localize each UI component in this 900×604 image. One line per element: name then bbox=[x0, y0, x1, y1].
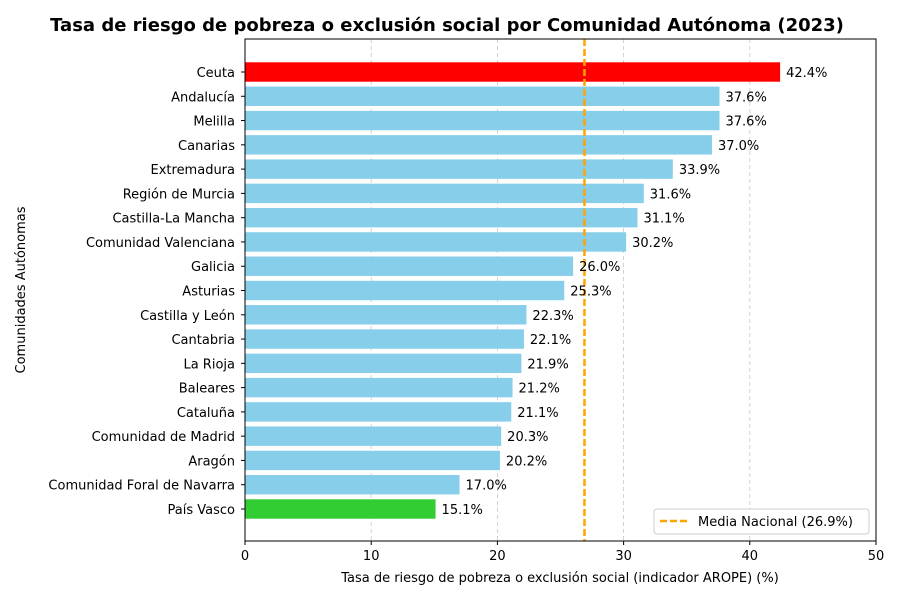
bar-pa-s-vasco bbox=[245, 499, 436, 519]
y-tick-label: Comunidad Valenciana bbox=[86, 236, 235, 251]
y-tick-label: Castilla-La Mancha bbox=[112, 212, 235, 227]
y-tick-label: Castilla y León bbox=[140, 309, 235, 324]
bar-value-label: 21.2% bbox=[519, 382, 560, 397]
legend: Media Nacional (26.9%) bbox=[653, 508, 870, 535]
legend-box bbox=[653, 508, 870, 535]
chart-title: Tasa de riesgo de pobreza o exclusión so… bbox=[50, 15, 844, 36]
bar-baleares bbox=[245, 377, 513, 398]
y-tick-label: Galicia bbox=[191, 260, 235, 275]
y-tick-label: Melilla bbox=[193, 115, 235, 130]
bar-value-label: 37.0% bbox=[718, 139, 759, 154]
bar-value-label: 33.9% bbox=[679, 163, 720, 178]
bar-melilla bbox=[245, 110, 720, 131]
bar-asturias bbox=[245, 280, 565, 301]
y-tick-label: Región de Murcia bbox=[123, 187, 235, 202]
bars bbox=[245, 62, 781, 519]
bar-value-label: 31.6% bbox=[650, 187, 691, 202]
bar-arag-n bbox=[245, 450, 500, 471]
bar-comunidad-foral-de-navarra bbox=[245, 475, 460, 495]
y-tick-label: Ceuta bbox=[197, 66, 235, 81]
x-axis-label: Tasa de riesgo de pobreza o exclusión so… bbox=[340, 571, 779, 586]
bar-catalu-a bbox=[245, 402, 512, 422]
y-tick-label: Comunidad Foral de Navarra bbox=[48, 479, 235, 494]
x-tick-label: 0 bbox=[241, 549, 249, 564]
x-tick-label: 50 bbox=[868, 549, 885, 564]
x-tick-label: 10 bbox=[363, 549, 380, 564]
y-tick-label: La Rioja bbox=[183, 357, 235, 372]
bar-ceuta bbox=[245, 62, 781, 82]
bar-value-label: 20.2% bbox=[506, 454, 547, 469]
y-axis-ticks: Ceuta Andalucía Melilla Canarias Extremadura… bbox=[48, 66, 245, 518]
bar-value-labels: 42.4% 37.6% 37.6% 37.0% 33.9% 31.6% 31.1% 30.2%… bbox=[442, 66, 828, 518]
y-tick-label: Asturias bbox=[182, 285, 235, 300]
bar-comunidad-de-madrid bbox=[245, 426, 502, 446]
bar-castilla-la-mancha bbox=[245, 207, 638, 228]
y-tick-label: Cantabria bbox=[171, 333, 235, 348]
bar-value-label: 17.0% bbox=[466, 479, 507, 494]
bar-value-label: 25.3% bbox=[570, 285, 611, 300]
bar-value-label: 31.1% bbox=[643, 212, 684, 227]
bar-value-label: 26.0% bbox=[579, 260, 620, 275]
y-tick-label: Andalucía bbox=[171, 90, 235, 105]
bar-la-rioja bbox=[245, 353, 522, 374]
bar-value-label: 37.6% bbox=[726, 90, 767, 105]
bar-comunidad-valenciana bbox=[245, 232, 627, 252]
y-tick-label: Comunidad de Madrid bbox=[92, 430, 235, 445]
bar-canarias bbox=[245, 135, 712, 155]
bar-regi-n-de-murcia bbox=[245, 183, 644, 204]
bar-galicia bbox=[245, 256, 574, 276]
y-tick-label: Baleares bbox=[179, 382, 236, 397]
y-tick-label: Canarias bbox=[178, 139, 235, 154]
bar-value-label: 21.1% bbox=[517, 406, 558, 421]
y-tick-label: Aragón bbox=[188, 454, 235, 469]
bar-castilla-y-le-n bbox=[245, 305, 527, 325]
bar-value-label: 15.1% bbox=[442, 503, 483, 518]
bar-value-label: 21.9% bbox=[527, 357, 568, 372]
y-axis-label: Comunidades Autónomas bbox=[14, 206, 29, 373]
legend-label: Media Nacional (26.9%) bbox=[698, 515, 853, 530]
y-tick-label: Cataluña bbox=[177, 406, 235, 421]
bar-value-label: 37.6% bbox=[726, 115, 767, 130]
x-axis-ticks: 0 10 20 30 40 50 bbox=[241, 541, 884, 564]
bar-value-label: 22.3% bbox=[532, 309, 573, 324]
bar-value-label: 20.3% bbox=[507, 430, 548, 445]
bar-cantabria bbox=[245, 329, 524, 349]
x-tick-label: 20 bbox=[489, 549, 506, 564]
y-tick-label: Extremadura bbox=[151, 163, 236, 178]
bar-value-label: 22.1% bbox=[530, 333, 571, 348]
bar-extremadura bbox=[245, 159, 673, 179]
bar-andaluc-a bbox=[245, 86, 720, 106]
x-tick-label: 30 bbox=[615, 549, 632, 564]
x-tick-label: 40 bbox=[742, 549, 759, 564]
bar-value-label: 30.2% bbox=[632, 236, 673, 251]
y-tick-label: País Vasco bbox=[168, 503, 236, 518]
bar-value-label: 42.4% bbox=[786, 66, 827, 81]
